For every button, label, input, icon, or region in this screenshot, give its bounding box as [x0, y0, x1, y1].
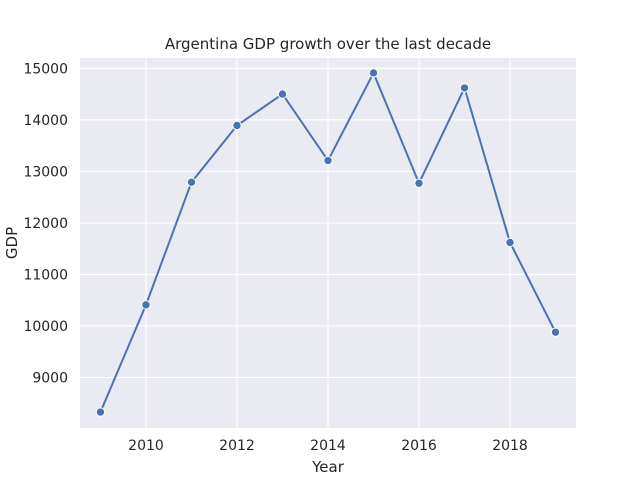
series-layer	[95, 68, 561, 417]
chart-title: Argentina GDP growth over the last decad…	[165, 35, 491, 53]
data-point	[459, 83, 470, 93]
x-tick-label: 2018	[492, 438, 528, 454]
x-tick-labels: 2010 2012 2014 2016 2018	[128, 438, 528, 454]
data-point	[505, 237, 515, 248]
data-point	[368, 68, 379, 78]
y-tick-label: 11000	[23, 267, 68, 283]
data-point	[186, 177, 197, 187]
data-point	[414, 178, 424, 188]
y-axis-label: GDP	[3, 227, 21, 259]
y-tick-label: 12000	[23, 216, 68, 232]
y-tick-label: 15000	[23, 61, 68, 77]
data-point	[141, 300, 151, 310]
x-tick-label: 2012	[219, 438, 255, 454]
y-tick-label: 13000	[23, 164, 68, 180]
data-point	[550, 327, 561, 337]
x-tick-label: 2016	[401, 438, 437, 454]
y-tick-label: 9000	[32, 370, 68, 386]
y-gridlines	[80, 67, 576, 379]
x-tick-label: 2014	[310, 438, 346, 454]
y-tick-labels: 9000 10000 11000 12000 13000 14000 15000	[23, 61, 68, 386]
data-point	[232, 120, 242, 131]
data-point	[277, 89, 288, 99]
y-tick-label: 14000	[23, 113, 68, 129]
y-tick-label: 10000	[23, 319, 68, 335]
data-point	[95, 407, 106, 417]
data-point	[323, 155, 333, 166]
x-axis-label: Year	[311, 458, 345, 476]
x-tick-label: 2010	[128, 438, 164, 454]
